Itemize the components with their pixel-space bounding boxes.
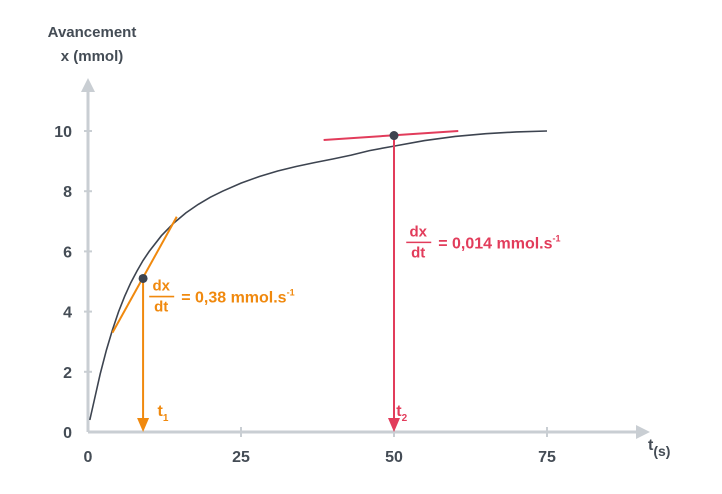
- curve-point-1: [138, 273, 148, 283]
- time-marker-2: t2: [396, 403, 407, 424]
- y-tick-label: 10: [54, 124, 72, 141]
- fraction-denominator: dt: [411, 244, 425, 261]
- y-tick-label: 6: [63, 244, 72, 261]
- x-tick-label: 50: [385, 449, 403, 466]
- x-tick-label: 75: [538, 449, 556, 466]
- derivative-exponent: -1: [287, 288, 295, 298]
- derivative-value: = 0,014 mmol.s-1: [438, 233, 560, 252]
- derivative-exponent: -1: [553, 233, 561, 243]
- time-marker-base: t: [158, 403, 164, 420]
- time-marker-sub: 1: [163, 413, 169, 424]
- derivative-value: = 0,38 mmol.s-1: [181, 288, 294, 307]
- axes: [81, 78, 650, 439]
- drop-arrow-1: [137, 418, 150, 432]
- derivative-annotation-1: dx dt = 0,38 mmol.s-1: [149, 278, 295, 316]
- fraction-numerator: dx: [409, 223, 427, 240]
- y-axis-title: Avancement: [48, 24, 137, 41]
- fraction-numerator: dx: [152, 278, 170, 295]
- time-marker-sub: 2: [402, 413, 408, 424]
- fraction-denominator: dt: [154, 299, 168, 316]
- derivative-value-text: = 0,014 mmol.s: [438, 235, 552, 252]
- time-marker-1: t1: [158, 403, 169, 424]
- y-tick-label: 8: [63, 184, 72, 201]
- curve-point-2: [389, 131, 399, 141]
- derivative-value-text: = 0,38 mmol.s: [181, 290, 286, 307]
- derivative-annotation-2: dx dt = 0,014 mmol.s-1: [406, 223, 561, 261]
- y-axis-arrow: [81, 78, 95, 92]
- y-tick-label: 4: [63, 305, 72, 322]
- x-tick-label: 0: [84, 449, 93, 466]
- chart-marks: [89, 130, 548, 432]
- y-tick-label: 2: [63, 365, 72, 382]
- x-axis-title: t(s): [648, 437, 670, 459]
- x-tick-label: 25: [232, 449, 250, 466]
- time-marker-base: t: [396, 403, 402, 420]
- x-axis-title-unit: (s): [653, 443, 670, 459]
- x-axis-title-main: t: [648, 437, 654, 454]
- drop-arrow-2: [388, 418, 400, 432]
- y-axis-unit: x (mmol): [61, 48, 124, 65]
- x-axis-arrow: [636, 425, 650, 439]
- reaction-curve: [89, 130, 548, 421]
- y-tick-label: 0: [63, 425, 72, 442]
